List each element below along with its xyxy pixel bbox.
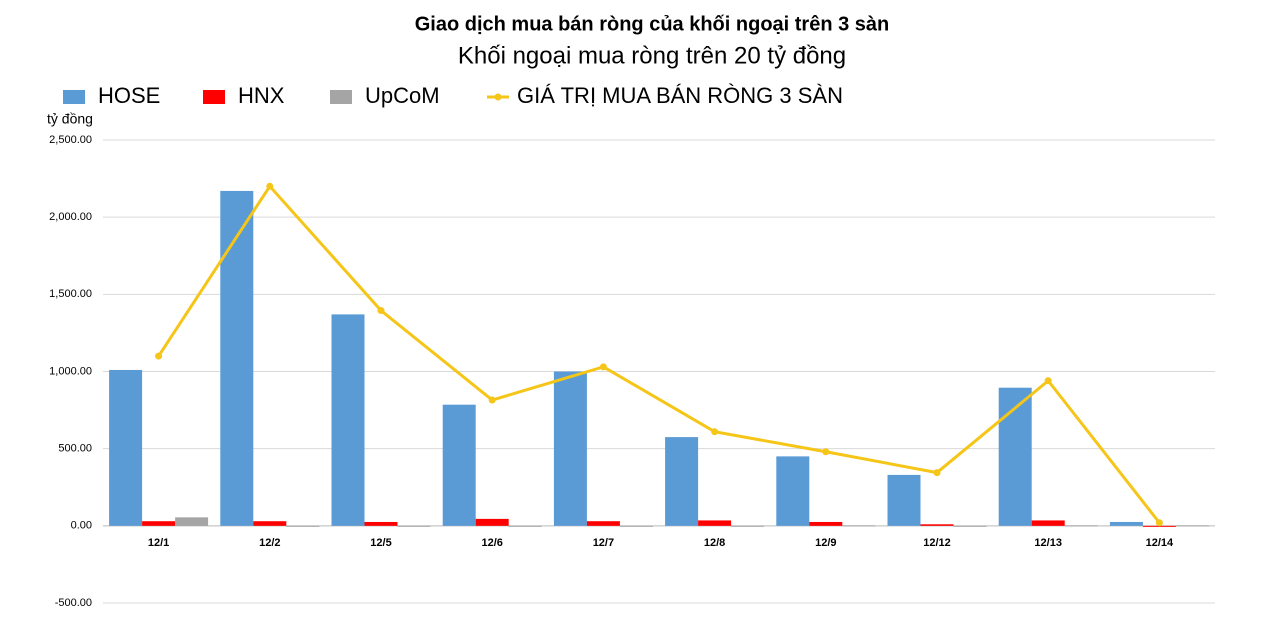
bar: [887, 474, 921, 526]
bar: [1064, 525, 1098, 527]
x-tick-label: 12/14: [1146, 537, 1174, 549]
legend-swatch: [63, 90, 85, 104]
bar: [953, 525, 987, 527]
x-tick-label: 12/13: [1034, 537, 1062, 549]
bar: [475, 518, 509, 526]
bar: [619, 525, 653, 527]
x-tick-label: 12/5: [370, 537, 391, 549]
y-tick-label: -500.00: [55, 597, 92, 609]
bar: [698, 520, 732, 526]
legend-label: HNX: [238, 83, 285, 108]
line-point: [155, 352, 163, 360]
y-tick-label: 0.00: [71, 520, 92, 532]
y-tick-label: 1,000.00: [49, 365, 92, 377]
bar: [1142, 525, 1176, 527]
line-point: [1044, 377, 1052, 385]
line-point: [1155, 519, 1163, 527]
bar: [220, 190, 254, 526]
bar: [842, 525, 876, 527]
x-tick-label: 12/6: [481, 537, 502, 549]
line-point: [711, 428, 719, 436]
legend-label: HOSE: [98, 83, 160, 108]
bar: [109, 369, 143, 526]
x-tick-label: 12/7: [593, 537, 614, 549]
bar: [142, 521, 176, 526]
line-point: [488, 396, 496, 404]
x-tick-label: 12/12: [923, 537, 951, 549]
x-tick-label: 12/1: [148, 537, 169, 549]
bar: [776, 456, 810, 526]
y-axis-label: tỷ đồng: [47, 111, 93, 127]
legend-label: GIÁ TRỊ MUA BÁN RÒNG 3 SÀN: [517, 83, 843, 108]
line: [157, 183, 1161, 524]
line-point: [266, 182, 274, 190]
y-tick-label: 500.00: [58, 443, 92, 455]
line-point: [933, 469, 941, 477]
bar: [442, 404, 476, 526]
chart-title: Giao dịch mua bán ròng của khối ngoại tr…: [415, 13, 890, 35]
bar: [665, 437, 699, 526]
legend-swatch: [330, 90, 352, 104]
bar: [253, 521, 287, 526]
bar: [508, 525, 542, 527]
chart-subtitle: Khối ngoại mua ròng trên 20 tỷ đồng: [458, 42, 846, 69]
x-tick-label: 12/8: [704, 537, 725, 549]
bar: [998, 387, 1032, 526]
bar: [586, 521, 620, 526]
bar: [731, 525, 765, 527]
bar: [397, 525, 431, 527]
bar: [809, 521, 843, 526]
legend-label: UpCoM: [365, 83, 440, 108]
line-point: [599, 363, 607, 371]
y-tick-label: 1,500.00: [49, 288, 92, 300]
bar: [1109, 521, 1143, 526]
line-point: [822, 448, 830, 456]
x-tick-label: 12/9: [815, 537, 836, 549]
bar: [1175, 525, 1209, 527]
bar: [364, 521, 398, 526]
bar: [1031, 520, 1065, 526]
y-tick-label: 2,000.00: [49, 211, 92, 223]
line-point: [377, 307, 385, 315]
bar: [553, 371, 587, 526]
bar: [331, 314, 365, 526]
y-tick-label: 2,500.00: [49, 134, 92, 146]
bar: [175, 517, 209, 526]
legend-swatch: [494, 93, 502, 101]
legend-swatch: [203, 90, 225, 104]
bar: [920, 524, 954, 526]
x-tick-label: 12/2: [259, 537, 280, 549]
bar: [286, 525, 320, 527]
